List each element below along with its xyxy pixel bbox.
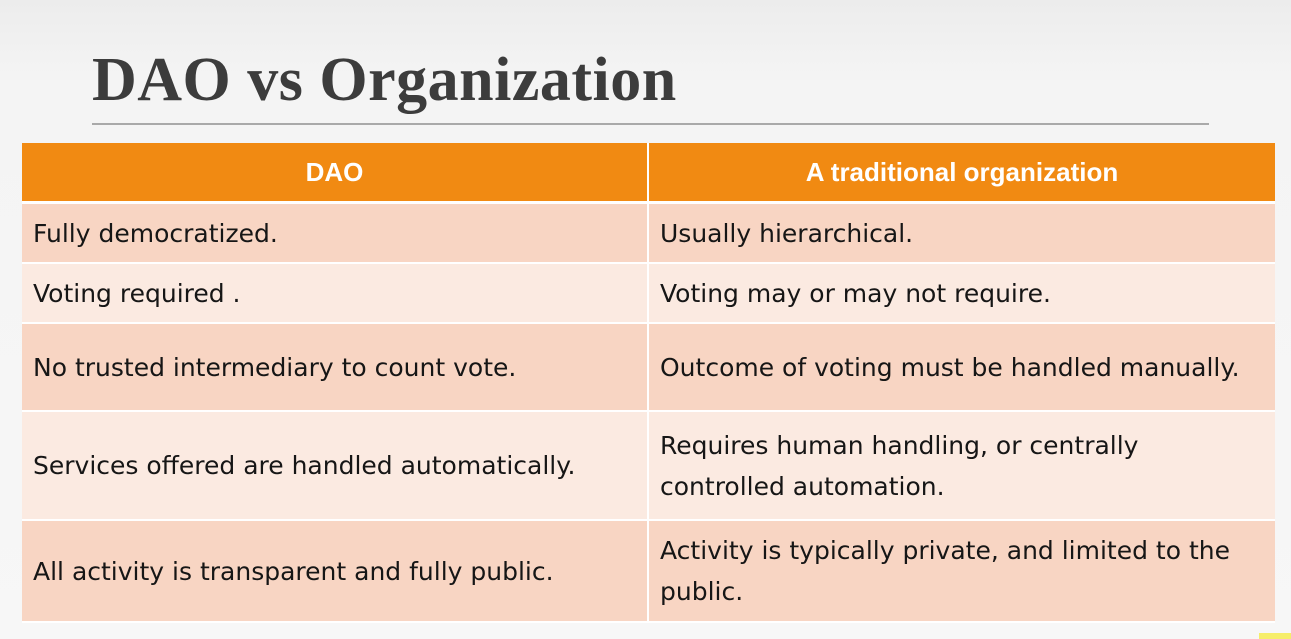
slide-title: DAO vs Organization — [92, 46, 677, 114]
table-row: No trusted intermediary to count vote. O… — [22, 323, 1275, 412]
dao-cell: No trusted intermediary to count vote. — [22, 323, 648, 412]
corner-highlight — [1259, 633, 1291, 639]
organization-cell: Activity is typically private, and limit… — [647, 520, 1275, 623]
header-traditional-organization: A traditional organization — [647, 143, 1275, 204]
table-header-row: DAO A traditional organization — [22, 143, 1275, 204]
organization-cell: Requires human handling, or centrally co… — [647, 411, 1275, 521]
organization-cell: Outcome of voting must be handled manual… — [647, 323, 1275, 412]
table-row: Fully democratized. Usually hierarchical… — [22, 202, 1275, 264]
dao-cell: Services offered are handled automatical… — [22, 411, 648, 521]
dao-cell: All activity is transparent and fully pu… — [22, 520, 648, 623]
comparison-table: DAO A traditional organization Fully dem… — [22, 143, 1275, 623]
header-dao: DAO — [22, 143, 648, 204]
table-row: All activity is transparent and fully pu… — [22, 520, 1275, 623]
dao-cell: Voting required . — [22, 263, 648, 324]
title-divider — [92, 123, 1209, 125]
organization-cell: Usually hierarchical. — [647, 202, 1275, 264]
table-row: Voting required . Voting may or may not … — [22, 263, 1275, 324]
organization-cell: Voting may or may not require. — [647, 263, 1275, 324]
dao-cell: Fully democratized. — [22, 202, 648, 264]
table-row: Services offered are handled automatical… — [22, 411, 1275, 521]
